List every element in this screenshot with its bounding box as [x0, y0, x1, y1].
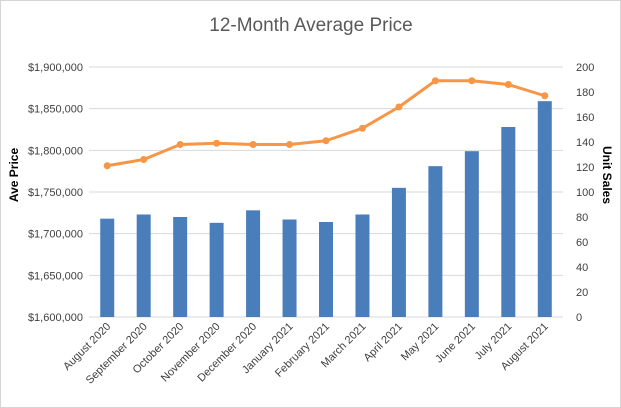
line-point: [541, 92, 549, 100]
bar: [209, 222, 224, 317]
category-label: April 2021: [362, 321, 406, 365]
left-tick-label: $1,700,000: [28, 229, 83, 241]
line-series: [103, 77, 549, 170]
line-point: [504, 81, 512, 88]
right-tick-label: 200: [576, 62, 594, 74]
right-tick-label: 0: [576, 312, 582, 324]
left-tick-label: $1,900,000: [28, 62, 83, 74]
category-label: June 2021: [433, 321, 478, 366]
bar: [319, 222, 333, 317]
left-tick-label: $1,850,000: [28, 104, 83, 116]
bar-series: [100, 101, 552, 318]
bar: [355, 214, 370, 317]
line-point: [431, 77, 439, 85]
line-point: [213, 139, 221, 147]
line-point: [468, 77, 476, 85]
right-tick-label: 80: [576, 212, 588, 224]
bar: [136, 214, 151, 317]
right-tick-label: 60: [576, 237, 588, 249]
line-point: [322, 137, 330, 145]
line-point: [140, 156, 148, 163]
line-point: [249, 141, 257, 148]
line-point: [176, 141, 184, 148]
bar: [100, 218, 115, 317]
line-point: [286, 141, 294, 148]
bar: [391, 187, 406, 317]
bar: [246, 210, 261, 317]
bar: [464, 151, 479, 317]
right-axis-ticks: 0 20 40 60 80 100 120 140 160 180 200: [576, 62, 594, 324]
bar: [282, 219, 297, 317]
chart-title: 12-Month Average Price: [209, 15, 413, 36]
right-tick-label: 20: [576, 287, 588, 299]
series-line: [106, 79, 546, 168]
right-tick-label: 160: [576, 112, 594, 124]
line-point: [395, 103, 403, 111]
left-axis-title: Ave Price: [7, 148, 21, 203]
right-tick-label: 100: [576, 187, 594, 199]
line-point: [103, 162, 111, 170]
left-tick-label: $1,800,000: [28, 145, 83, 157]
left-axis-ticks: $1,600,000 $1,650,000 $1,700,000 $1,750,000…: [28, 62, 83, 324]
bar: [501, 127, 516, 317]
right-tick-label: 40: [576, 262, 588, 274]
left-tick-label: $1,600,000: [28, 312, 83, 324]
left-tick-label: $1,650,000: [28, 270, 83, 282]
left-tick-label: $1,750,000: [28, 187, 83, 199]
bar: [428, 166, 443, 317]
bar: [173, 217, 188, 317]
right-tick-label: 120: [576, 162, 594, 174]
right-tick-label: 140: [576, 137, 594, 149]
bar: [537, 101, 552, 318]
right-tick-label: 180: [576, 87, 594, 99]
right-axis-title: Unit Sales: [600, 146, 614, 204]
line-point: [358, 124, 366, 132]
